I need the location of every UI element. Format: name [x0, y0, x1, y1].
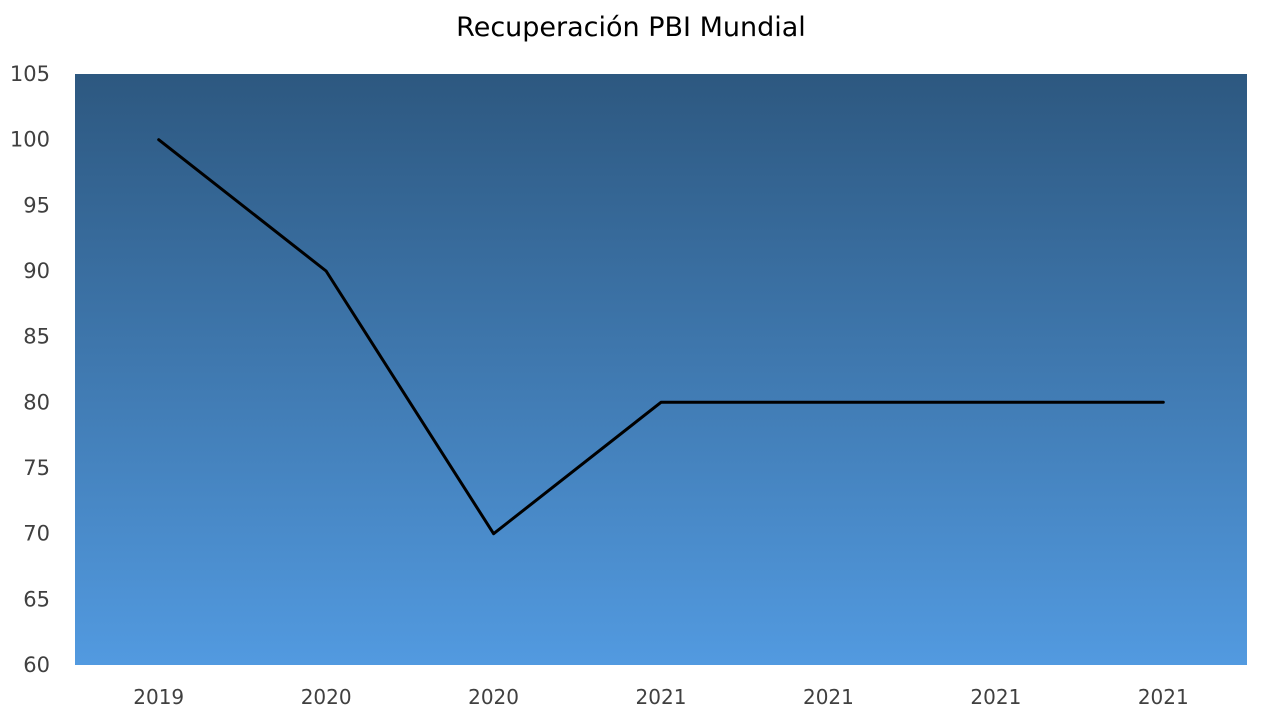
x-tick-label: 2021 [970, 685, 1021, 709]
series-line [157, 138, 1165, 536]
x-tick-label: 2020 [301, 685, 352, 709]
x-tick-label: 2021 [803, 685, 854, 709]
x-axis-ticks: 2019 2020 2020 2021 2021 2021 2021 [133, 685, 1188, 709]
y-tick-label: 95 [23, 193, 50, 217]
y-tick-label: 100 [10, 128, 50, 152]
y-tick-label: 85 [23, 325, 50, 349]
x-tick-label: 2021 [1138, 685, 1189, 709]
x-tick-label: 2019 [133, 685, 184, 709]
y-tick-label: 70 [23, 522, 50, 546]
chart-title: Recuperación PBI Mundial [456, 12, 806, 43]
x-tick-label: 2021 [636, 685, 687, 709]
y-tick-label: 75 [23, 456, 50, 480]
y-axis-ticks: 60 65 70 75 80 85 90 95 100 105 [10, 62, 50, 677]
plot-area [75, 74, 1247, 665]
x-tick-label: 2020 [468, 685, 519, 709]
y-tick-label: 105 [10, 62, 50, 86]
series-group [157, 138, 1165, 536]
y-tick-label: 80 [23, 390, 50, 414]
y-tick-label: 90 [23, 259, 50, 283]
y-tick-label: 60 [23, 653, 50, 677]
y-tick-label: 65 [23, 587, 50, 611]
